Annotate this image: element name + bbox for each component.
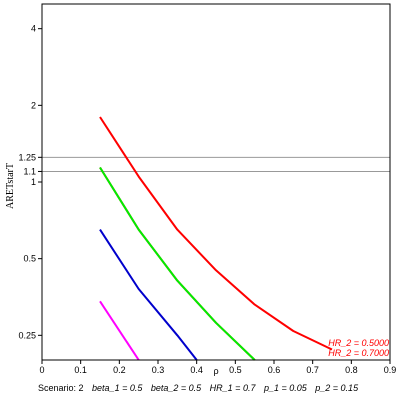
chart: 0 0.1 0.2 0.3 0.4 0.5 0.6 0.7 0.8 0.9 0.25 0.5 11.1 1…: [5, 3, 397, 376]
series-label-0: HR_2 = 0.5000: [328, 338, 389, 348]
series-line-2: [99, 166, 256, 361]
y-tick-label-1: 0.5: [23, 254, 36, 264]
x-tick-label-9: 0.9: [384, 365, 397, 375]
x-tick-label-2: 0.2: [113, 365, 126, 375]
x-tick-label-0: 0: [39, 365, 44, 375]
param-beta-1: beta_1 = 0.5: [92, 383, 143, 393]
x-tick-label-3: 0.3: [152, 365, 165, 375]
x-tick-label-7: 0.7: [306, 365, 319, 375]
param-p-2: p_2 = 0.15: [315, 383, 359, 393]
x-axis-title: ρ: [213, 366, 218, 376]
y-tick-label-5: 2: [31, 100, 36, 110]
param-p-1: p_1 = 0.05: [263, 383, 307, 393]
series-label-1: HR_2 = 0.7000: [328, 348, 389, 358]
plot-area: [42, 4, 390, 360]
series-line-0: [99, 116, 333, 351]
y-axis-title: ARETstarT: [5, 163, 16, 209]
param-hr-1: HR_1 = 0.7: [209, 383, 256, 393]
y-tick-label-2: 1: [31, 177, 36, 187]
footer: Scenario: 2 beta_1 = 0.5 beta_2 = 0.5 HR…: [38, 383, 364, 393]
x-tick-label-4: 0.4: [190, 365, 203, 375]
x-tick-label-6: 0.6: [268, 365, 281, 375]
scenario-label: Scenario: 2: [38, 383, 84, 393]
y-tick-label-6: 4: [31, 24, 36, 34]
plot-background: [42, 4, 390, 360]
y-tick-label-4: 1.25: [18, 152, 36, 162]
y-tick-label-0: 0.25: [18, 330, 36, 340]
series-line-4: [99, 300, 140, 361]
series-layer: [99, 116, 333, 361]
x-tick-label-1: 0.1: [74, 365, 87, 375]
reference-lines: [42, 156, 390, 172]
x-tick-label-8: 0.8: [345, 365, 358, 375]
param-beta-2: beta_2 = 0.5: [150, 383, 202, 393]
y-tick-label-3: 1.1: [23, 166, 36, 176]
series-line-3: [99, 229, 198, 361]
x-tick-label-5: 0.5: [229, 365, 242, 375]
axes: 0 0.1 0.2 0.3 0.4 0.5 0.6 0.7 0.8 0.9 0.25 0.5 11.1 1…: [18, 3, 397, 375]
